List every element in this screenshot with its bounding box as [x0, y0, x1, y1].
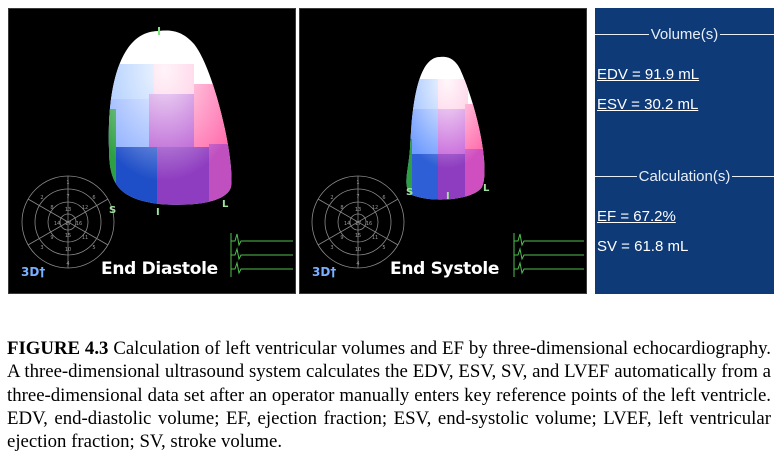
- svg-text:17: 17: [355, 221, 361, 227]
- septal-marker: S: [109, 205, 117, 216]
- svg-text:7: 7: [66, 194, 69, 200]
- svg-text:4: 4: [66, 261, 69, 267]
- svg-text:10: 10: [65, 247, 71, 253]
- ecg-traces-diastole: [230, 233, 293, 277]
- svg-text:15: 15: [65, 233, 71, 239]
- divider: [595, 34, 649, 35]
- svg-text:14: 14: [54, 221, 60, 227]
- edv-value: EDV = 91.9 mL: [597, 66, 700, 83]
- svg-text:9: 9: [50, 235, 53, 241]
- svg-text:16: 16: [76, 221, 82, 227]
- svg-text:3: 3: [330, 245, 333, 251]
- svg-text:4: 4: [356, 261, 359, 267]
- svg-text:13: 13: [65, 207, 71, 213]
- svg-text:1: 1: [356, 180, 359, 186]
- inferior-marker: I: [446, 191, 450, 202]
- 3d-logo: 3D†: [312, 265, 337, 279]
- caption-text: Calculation of left ventricular volumes …: [7, 337, 772, 453]
- svg-text:5: 5: [382, 245, 385, 251]
- svg-text:8: 8: [50, 205, 53, 211]
- divider: [732, 176, 774, 177]
- lv-systole-model: [406, 56, 485, 200]
- results-panel: Volume(s) EDV = 91.9 mL ESV = 30.2 mL Ca…: [595, 8, 774, 294]
- svg-text:12: 12: [82, 205, 88, 211]
- svg-text:17: 17: [65, 221, 71, 227]
- figure-caption: FIGURE 4.3 Calculation of left ventricul…: [7, 337, 771, 454]
- svg-text:6: 6: [92, 195, 95, 201]
- calculation-header: Calculation(s): [595, 168, 774, 185]
- svg-text:6: 6: [382, 195, 385, 201]
- svg-text:14: 14: [344, 221, 350, 227]
- svg-text:9: 9: [340, 235, 343, 241]
- septal-marker: S: [406, 187, 414, 198]
- svg-text:15: 15: [355, 233, 361, 239]
- svg-text:5: 5: [92, 245, 95, 251]
- svg-text:12: 12: [372, 205, 378, 211]
- svg-text:2: 2: [330, 195, 333, 201]
- figure-label: FIGURE 4.3: [7, 337, 109, 359]
- svg-text:13: 13: [355, 207, 361, 213]
- svg-text:8: 8: [340, 205, 343, 211]
- svg-text:7: 7: [356, 194, 359, 200]
- ecg-traces-systole: [513, 233, 584, 277]
- volume-header: Volume(s): [595, 26, 774, 43]
- sv-value: SV = 61.8 mL: [597, 238, 689, 255]
- inferior-marker: I: [156, 207, 160, 218]
- 3d-logo: 3D†: [21, 265, 46, 279]
- lv-diastole-model: [108, 27, 232, 205]
- divider: [595, 176, 637, 177]
- svg-text:11: 11: [372, 235, 378, 241]
- svg-text:3: 3: [40, 245, 43, 251]
- esv-value: ESV = 30.2 mL: [597, 96, 699, 113]
- lateral-marker: L: [483, 183, 490, 194]
- end-diastole-label: End Diastole: [101, 259, 218, 279]
- svg-text:1: 1: [66, 180, 69, 186]
- ef-value: EF = 67.2%: [597, 208, 676, 225]
- svg-text:2: 2: [40, 195, 43, 201]
- end-systole-label: End Systole: [390, 259, 500, 279]
- svg-text:16: 16: [366, 221, 372, 227]
- lateral-marker: L: [222, 199, 229, 210]
- svg-text:11: 11: [82, 235, 88, 241]
- divider: [720, 34, 774, 35]
- svg-text:10: 10: [355, 247, 361, 253]
